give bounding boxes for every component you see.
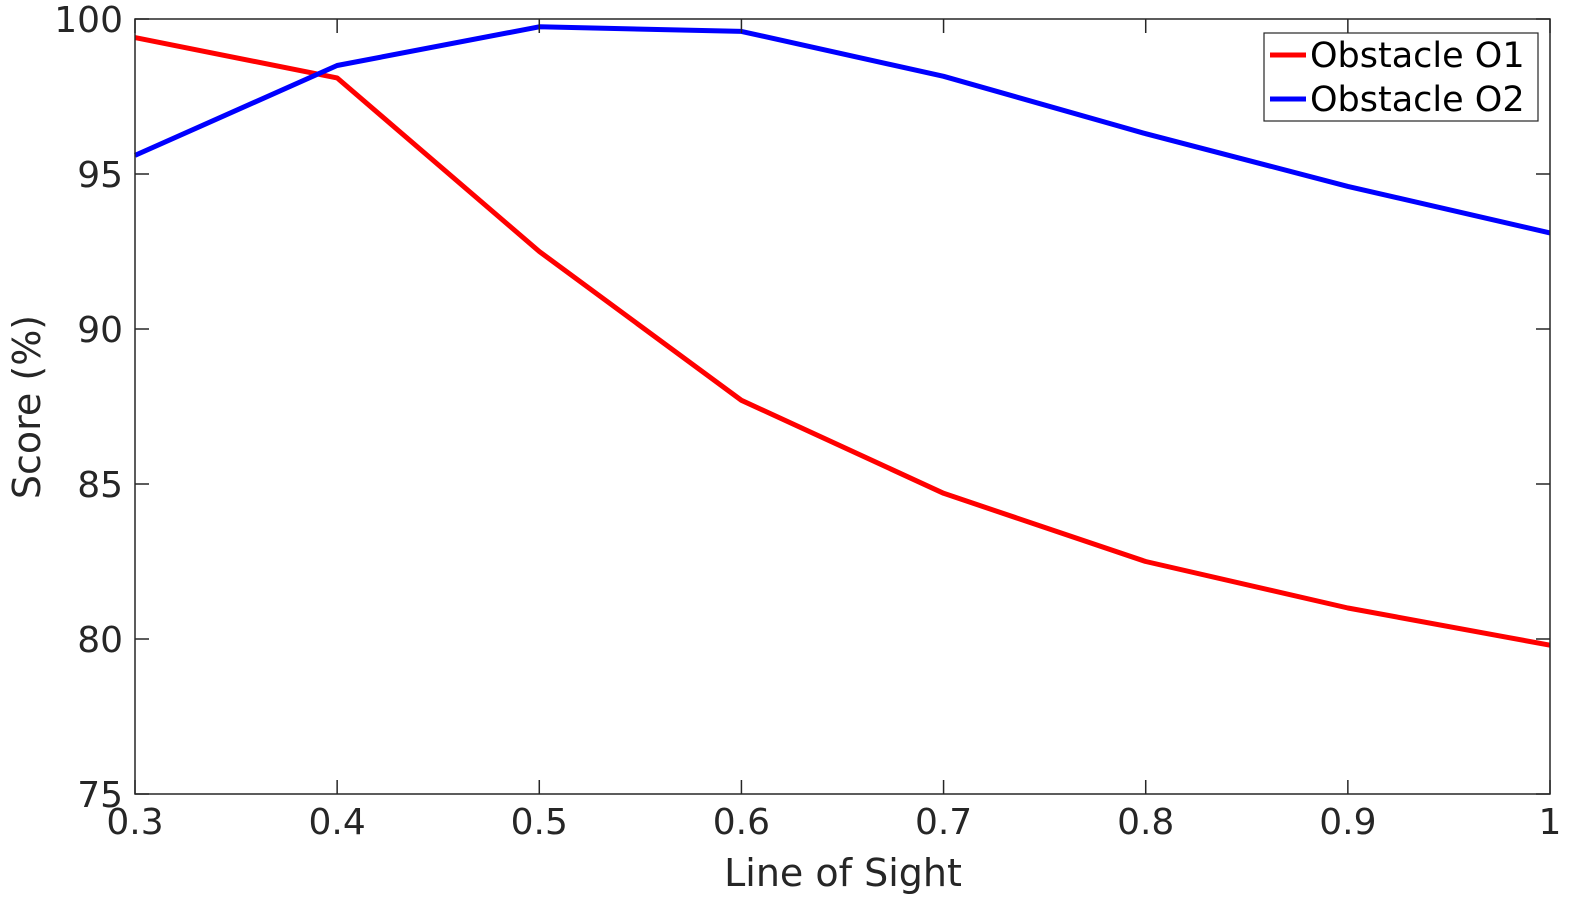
x-tick-label: 0.7 (915, 802, 972, 843)
axes (134, 18, 1551, 795)
plot-background (135, 19, 1550, 794)
x-axis-ticks: 0.3 0.4 0.5 0.6 0.7 0.8 0.9 1 (106, 19, 1561, 843)
x-tick-label: 0.9 (1319, 802, 1376, 843)
y-tick-label: 75 (77, 775, 123, 816)
legend-entry-2: Obstacle O2 (1310, 80, 1525, 120)
series-lines (133, 24, 1551, 648)
y-axis-label: Score (%) (5, 315, 49, 499)
y-tick-label: 85 (77, 465, 123, 506)
plot-area (135, 19, 1550, 794)
x-tick-label: 0.8 (1117, 802, 1174, 843)
x-tick-label: 0.6 (713, 802, 770, 843)
y-tick-label: 100 (54, 0, 123, 41)
y-tick-label: 80 (77, 620, 123, 661)
x-tick-label: 0.5 (511, 802, 568, 843)
y-tick-label: 95 (77, 155, 123, 196)
legend-entry-1: Obstacle O1 (1310, 36, 1525, 76)
axes-box (134, 18, 1551, 795)
legend-box (1263, 32, 1539, 122)
x-tick-label: 0.4 (309, 802, 366, 843)
x-axis-label: Line of Sight (724, 851, 962, 895)
y-tick-label: 90 (77, 310, 123, 351)
x-tick-label: 1 (1539, 802, 1562, 843)
y-axis-ticks: 75 80 85 90 95 100 (54, 0, 1550, 816)
series-line-1 (134, 35, 1551, 648)
x-tick-label: 0.3 (106, 802, 163, 843)
series-line-2 (133, 24, 1551, 236)
